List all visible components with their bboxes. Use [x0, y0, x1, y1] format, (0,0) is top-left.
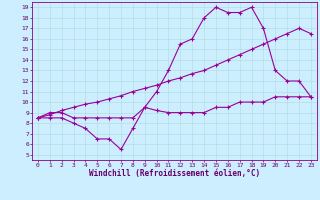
X-axis label: Windchill (Refroidissement éolien,°C): Windchill (Refroidissement éolien,°C) — [89, 169, 260, 178]
